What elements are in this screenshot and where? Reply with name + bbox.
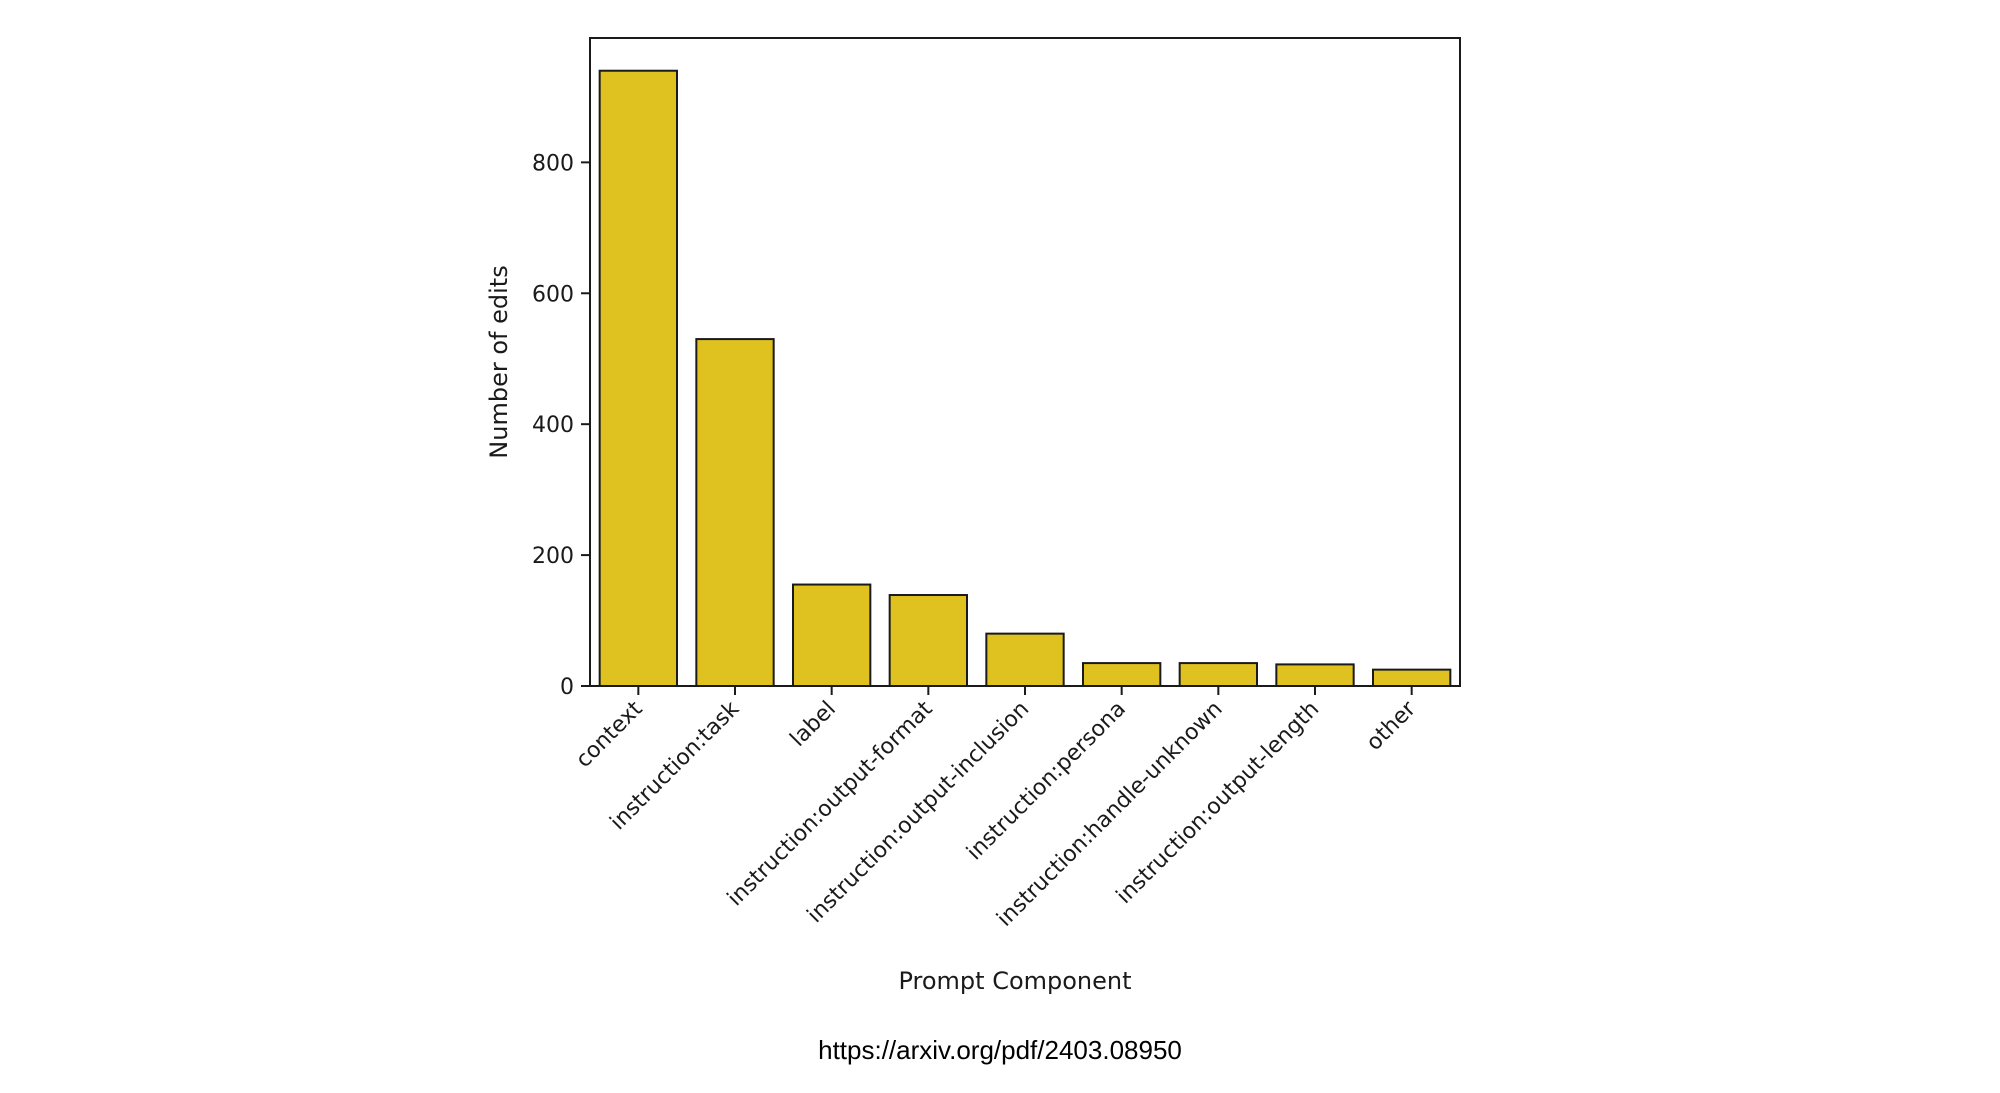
x-tick-label: instruction:output-length (1112, 697, 1324, 909)
x-tick-label: instruction:persona (962, 697, 1131, 866)
y-tick-label: 800 (532, 151, 574, 176)
x-axis-title: Prompt Component (898, 967, 1131, 995)
x-tick-label: instruction:output-format (723, 696, 938, 911)
bars-group (598, 69, 1452, 688)
bar-instruction-output-length (1275, 663, 1355, 688)
bar-instruction-task (695, 338, 775, 687)
bar-instruction-persona (1082, 662, 1162, 687)
bar-instruction-output-format (888, 594, 969, 688)
y-tick-label: 200 (532, 544, 574, 569)
bar-other (1372, 668, 1452, 687)
x-tick-label: context (571, 696, 648, 773)
bar-instruction-output-inclusion (985, 632, 1065, 687)
y-axis: 0 200 400 600 800 (532, 151, 590, 700)
x-tick-label: other (1362, 696, 1422, 756)
bar-label (792, 583, 872, 688)
y-tick-label: 0 (560, 675, 574, 700)
bar-instruction-handle-unknown (1178, 662, 1258, 687)
y-tick-label: 400 (532, 413, 574, 438)
source-url: https://arxiv.org/pdf/2403.08950 (818, 1035, 1182, 1065)
bar-context (598, 69, 679, 687)
y-axis-title: Number of edits (485, 265, 513, 458)
y-tick-label: 600 (532, 282, 574, 307)
x-tick-label: label (786, 697, 841, 752)
